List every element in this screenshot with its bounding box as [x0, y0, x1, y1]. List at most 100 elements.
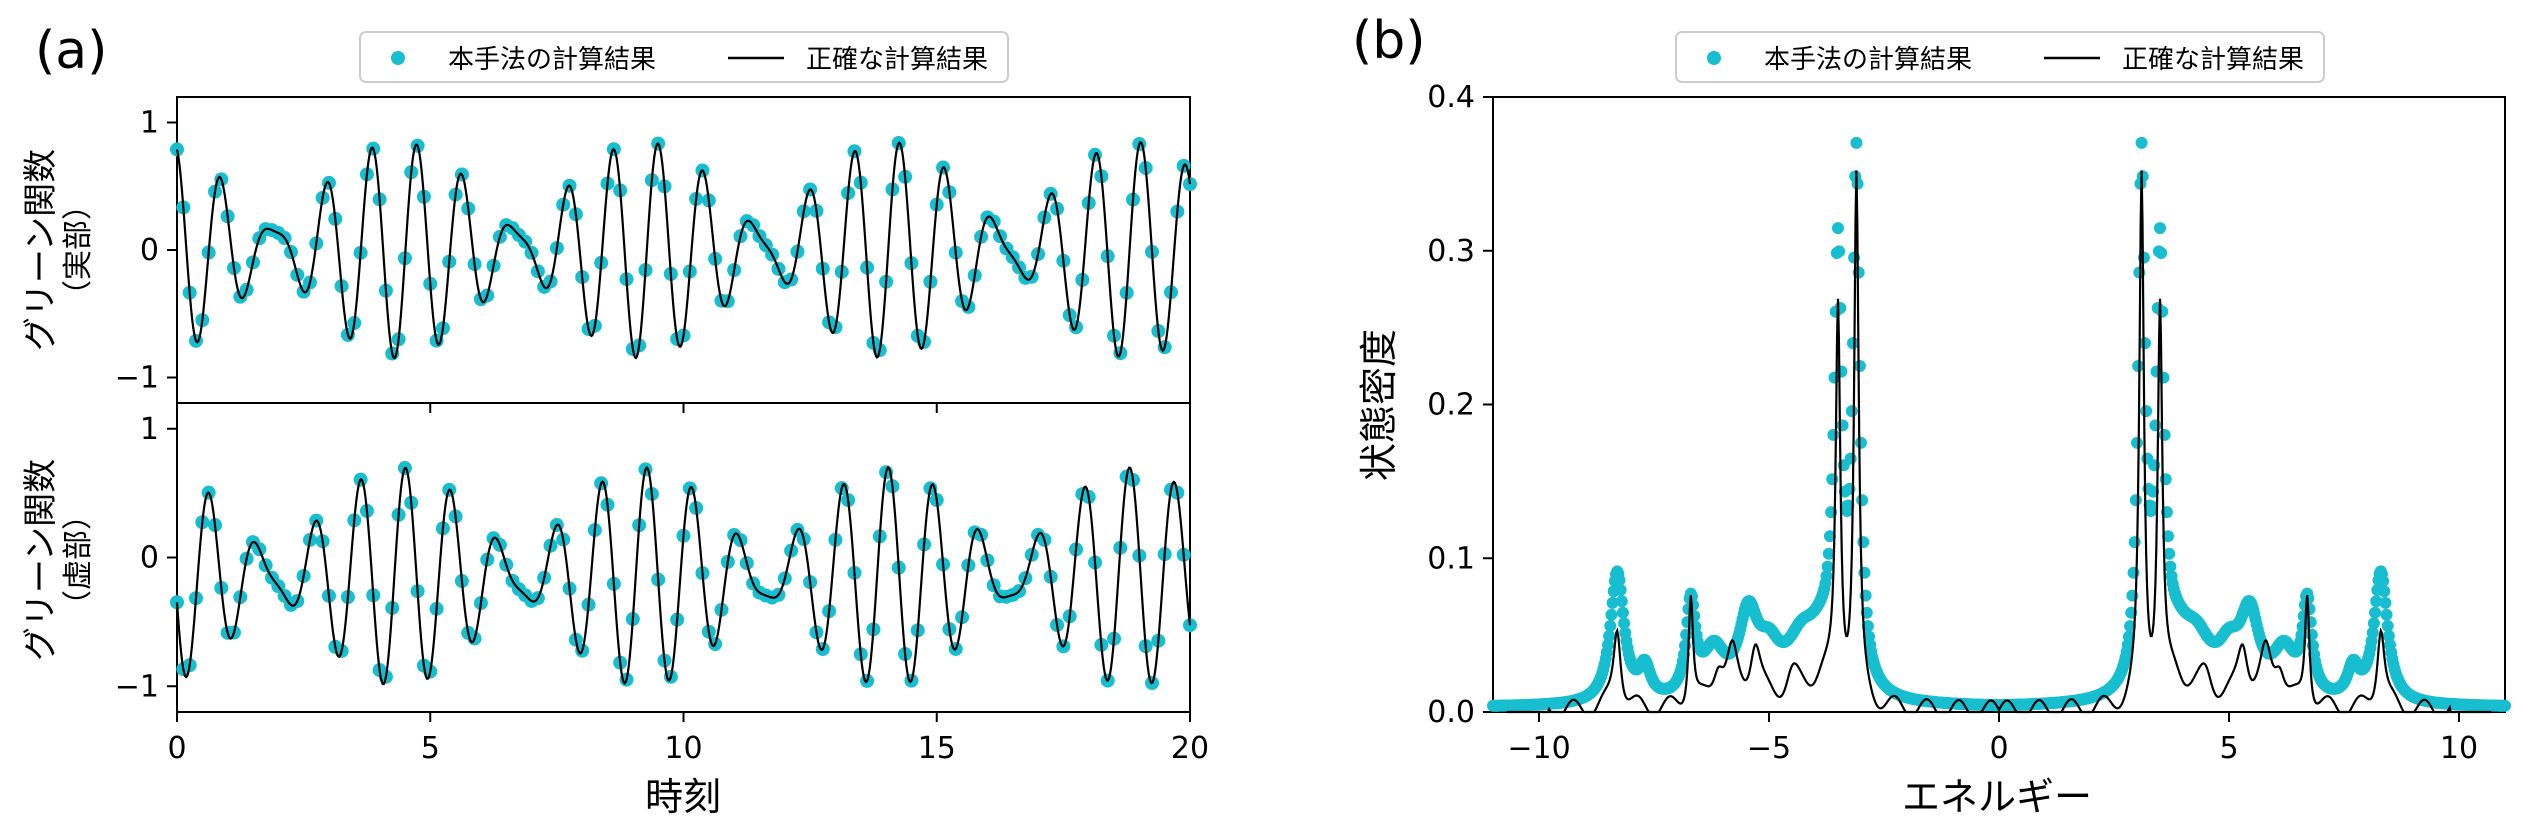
- ours-point: [1842, 499, 1855, 512]
- ours-point: [2366, 626, 2379, 639]
- ours-point: [1183, 618, 1197, 633]
- ours-point: [2305, 628, 2318, 641]
- ours-point: [1833, 245, 1846, 258]
- y-tick-label: 1: [140, 412, 159, 447]
- y-tick-label: −1: [115, 669, 159, 704]
- ours-point: [1606, 596, 1619, 609]
- ours-point: [2377, 575, 2390, 588]
- x-tick-label: 0: [1989, 731, 2008, 766]
- ours-point: [2369, 606, 2382, 619]
- x-tick-label: 10: [664, 731, 702, 766]
- ours-point: [2132, 359, 2145, 372]
- ours-point: [1821, 560, 1834, 573]
- ours-point: [2127, 566, 2140, 579]
- legend-b-ours-label: 本手法の計算結果: [1764, 45, 1972, 75]
- y-tick-label: 0.4: [1427, 80, 1475, 115]
- xlabel-a: 時刻: [645, 775, 721, 819]
- ours-point: [1680, 628, 1693, 641]
- ylabel2-a-bottom: （虚部）: [61, 500, 96, 620]
- axes-b: 0.0 0.1 0.2 0.3 0.4 −10 −5 0 5 10: [1427, 80, 2511, 766]
- ylabel2-a-top: （実部）: [61, 190, 96, 310]
- ours-point: [1832, 222, 1844, 235]
- y-tick-label: 0.2: [1427, 388, 1475, 423]
- ours-point: [2499, 699, 2511, 712]
- y-tick-label: 0: [140, 541, 159, 576]
- ours-point: [170, 142, 184, 157]
- ours-point: [2164, 560, 2177, 573]
- ours-point: [170, 595, 184, 610]
- legend-a: 本手法の計算結果 正確な計算結果: [359, 31, 1009, 83]
- ours-point: [2379, 596, 2392, 609]
- ours-point: [1602, 638, 1614, 651]
- ours-point: [1616, 606, 1629, 619]
- x-tick-label: 5: [2219, 731, 2238, 766]
- x-tick-label: 5: [421, 731, 440, 766]
- legend-a-frame: [359, 31, 1009, 83]
- ours-point: [1844, 452, 1857, 465]
- ours-point: [2131, 436, 2143, 449]
- ours-point: [2135, 136, 2148, 149]
- x-tick-label: 0: [167, 731, 186, 766]
- ylabel-a-top: グリーン関数: [21, 149, 61, 351]
- ours-point: [1845, 405, 1858, 418]
- ours-point: [2140, 405, 2153, 418]
- legend-b-exact-label: 正確な計算結果: [2122, 45, 2304, 75]
- ours-point: [1823, 530, 1836, 543]
- ours-point: [1614, 584, 1627, 597]
- ours-point: [2145, 500, 2158, 513]
- ours-point: [2147, 485, 2160, 498]
- y-tick-label: 0.0: [1427, 695, 1475, 730]
- axes-frame: [1492, 96, 2506, 713]
- ours-point: [1820, 570, 1833, 583]
- ours-point: [1604, 619, 1617, 632]
- ours-point: [2124, 620, 2137, 633]
- x-tick-label: 20: [1171, 731, 1209, 766]
- legend-a-ours-marker: [391, 51, 405, 65]
- legend-b: 本手法の計算結果 正確な計算結果: [1675, 31, 2325, 83]
- y-tick-label: 1: [140, 106, 159, 141]
- ours-point: [2380, 608, 2393, 621]
- ours-point: [1605, 608, 1618, 621]
- ours-point: [2370, 595, 2383, 608]
- ours-point: [2149, 419, 2162, 432]
- ours-point: [2122, 630, 2135, 643]
- y-tick-label: 0.1: [1427, 541, 1475, 576]
- ours-point: [2139, 337, 2152, 350]
- exact-line: [175, 140, 1192, 360]
- ours-point: [1834, 301, 1847, 314]
- ours-point: [2155, 247, 2168, 260]
- legend-a-ours-label: 本手法の計算結果: [448, 45, 656, 75]
- ours-point: [2128, 536, 2141, 549]
- ours-point: [1858, 566, 1871, 579]
- panel-label-b: (b): [1352, 11, 1426, 71]
- ours-point: [1853, 359, 1866, 372]
- ours-point: [2367, 617, 2380, 630]
- x-tick-label: −5: [1747, 731, 1791, 766]
- ours-point: [1856, 494, 1869, 507]
- exact-line: [1506, 170, 2492, 714]
- ours-point: [1850, 136, 1863, 149]
- y-tick-label: −1: [115, 361, 159, 396]
- ours-point: [1855, 436, 1867, 449]
- ours-point: [1836, 419, 1849, 432]
- ours-point: [1615, 595, 1628, 608]
- legend-b-ours-marker: [1707, 51, 1721, 65]
- ours-point: [1183, 177, 1197, 192]
- ours-point: [2129, 494, 2142, 507]
- ours-point: [1822, 547, 1835, 560]
- x-tick-label: 15: [918, 731, 956, 766]
- y-tick-label: 0.3: [1427, 234, 1475, 269]
- ylabel-a-bottom: グリーン関数: [21, 459, 61, 661]
- ours-point: [1846, 337, 1859, 350]
- exact-line: [175, 465, 1192, 686]
- ours-point: [2158, 428, 2171, 441]
- ours-point: [2163, 547, 2176, 560]
- legend-b-frame: [1675, 31, 2325, 83]
- ours-point: [1613, 574, 1626, 587]
- ours-point: [1618, 617, 1631, 630]
- x-tick-label: −10: [1507, 731, 1570, 766]
- axes-a-top: −1 0 1: [115, 96, 1197, 413]
- ours-point: [2162, 530, 2175, 543]
